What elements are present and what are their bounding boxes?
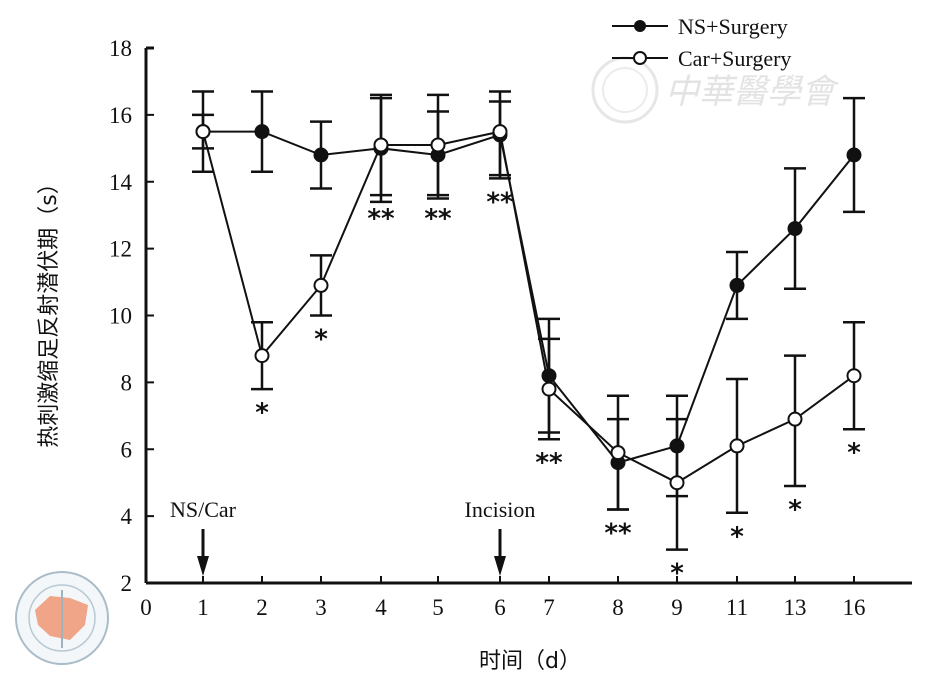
significance-marker: ** [367,204,395,234]
series-line [202,130,855,484]
data-point [846,368,862,384]
x-tick-label: 13 [784,595,807,620]
series-layer [192,90,865,551]
data-point [541,381,557,397]
y-tick-label: 2 [121,571,133,596]
x-axis-title: 时间（d） [479,649,581,674]
x-tick-label: 8 [612,595,624,620]
markers-car-surgery [195,124,862,491]
open-circle-marker-icon [633,51,647,65]
significance-marker: * [670,559,684,589]
y-tick-label: 4 [121,504,133,529]
legend-item-car-surgery: Car+Surgery [612,46,791,71]
logo-badge [15,571,109,665]
significance-marker: ** [535,448,563,478]
x-tick-label: 6 [494,595,506,620]
annotation-incision: Incision [465,497,536,576]
x-tick-label: 2 [256,595,268,620]
significance-marker: * [255,398,269,428]
y-tick-label: 18 [109,36,132,61]
data-point [492,124,508,140]
data-point [254,124,270,140]
x-tick-label: 11 [726,595,748,620]
watermark-text: 中華醫學會 [665,72,840,112]
x-tick-label: 7 [543,595,555,620]
annotation-label: NS/Car [170,497,237,522]
data-point [729,438,745,454]
data-point [787,221,803,237]
x-tick-label: 0 [140,595,152,620]
significance-marker: ** [486,187,514,217]
annotations: NS/Car Incision [170,497,535,576]
y-axis-title: 热刺激缩足反射潜伏期（s） [37,172,62,447]
data-point [669,475,685,491]
data-point [373,137,389,153]
significance-marker: * [730,522,744,552]
significance-marker: * [847,438,861,468]
data-point [430,137,446,153]
y-tick-label: 16 [109,103,132,128]
legend-label: Car+Surgery [678,46,791,71]
x-tick-label: 4 [375,595,387,620]
data-point [610,445,626,461]
y-tick-label: 10 [109,304,132,329]
y-tick-label: 12 [109,237,132,262]
significance-marker: ** [604,518,632,548]
arrow-down-icon [197,556,209,576]
annotation-nscar: NS/Car [170,497,237,576]
y-tick-label: 8 [121,370,133,395]
significance-markers: **** ************ [255,187,861,588]
data-point [313,277,329,293]
legend: NS+Surgery Car+Surgery [612,14,791,71]
x-tick-label: 16 [843,595,866,620]
series-line [203,130,855,464]
data-point [846,147,862,163]
y-tick-label: 6 [121,437,133,462]
arrow-down-icon [494,556,506,576]
y-tick-label: 14 [109,170,133,195]
series-car-surgery [192,90,865,551]
watermark: 中華醫學會 [591,56,840,124]
series-ns-surgery [192,90,865,511]
x-tick-label: 9 [671,595,683,620]
x-tick-label: 5 [432,595,444,620]
data-point [729,277,745,293]
data-point [254,348,270,364]
significance-marker: * [314,325,328,355]
data-point [313,147,329,163]
significance-marker: ** [424,204,452,234]
data-point [541,368,557,384]
legend-item-ns-surgery: NS+Surgery [612,14,788,39]
markers-ns-surgery [195,124,862,471]
data-point [195,124,211,140]
legend-label: NS+Surgery [678,14,788,39]
filled-circle-marker-icon [634,20,646,32]
data-point [787,411,803,427]
x-tick-label: 1 [197,595,209,620]
significance-marker: * [788,495,802,525]
x-tick-label: 3 [315,595,327,620]
data-point [669,438,685,454]
annotation-label: Incision [465,497,536,522]
